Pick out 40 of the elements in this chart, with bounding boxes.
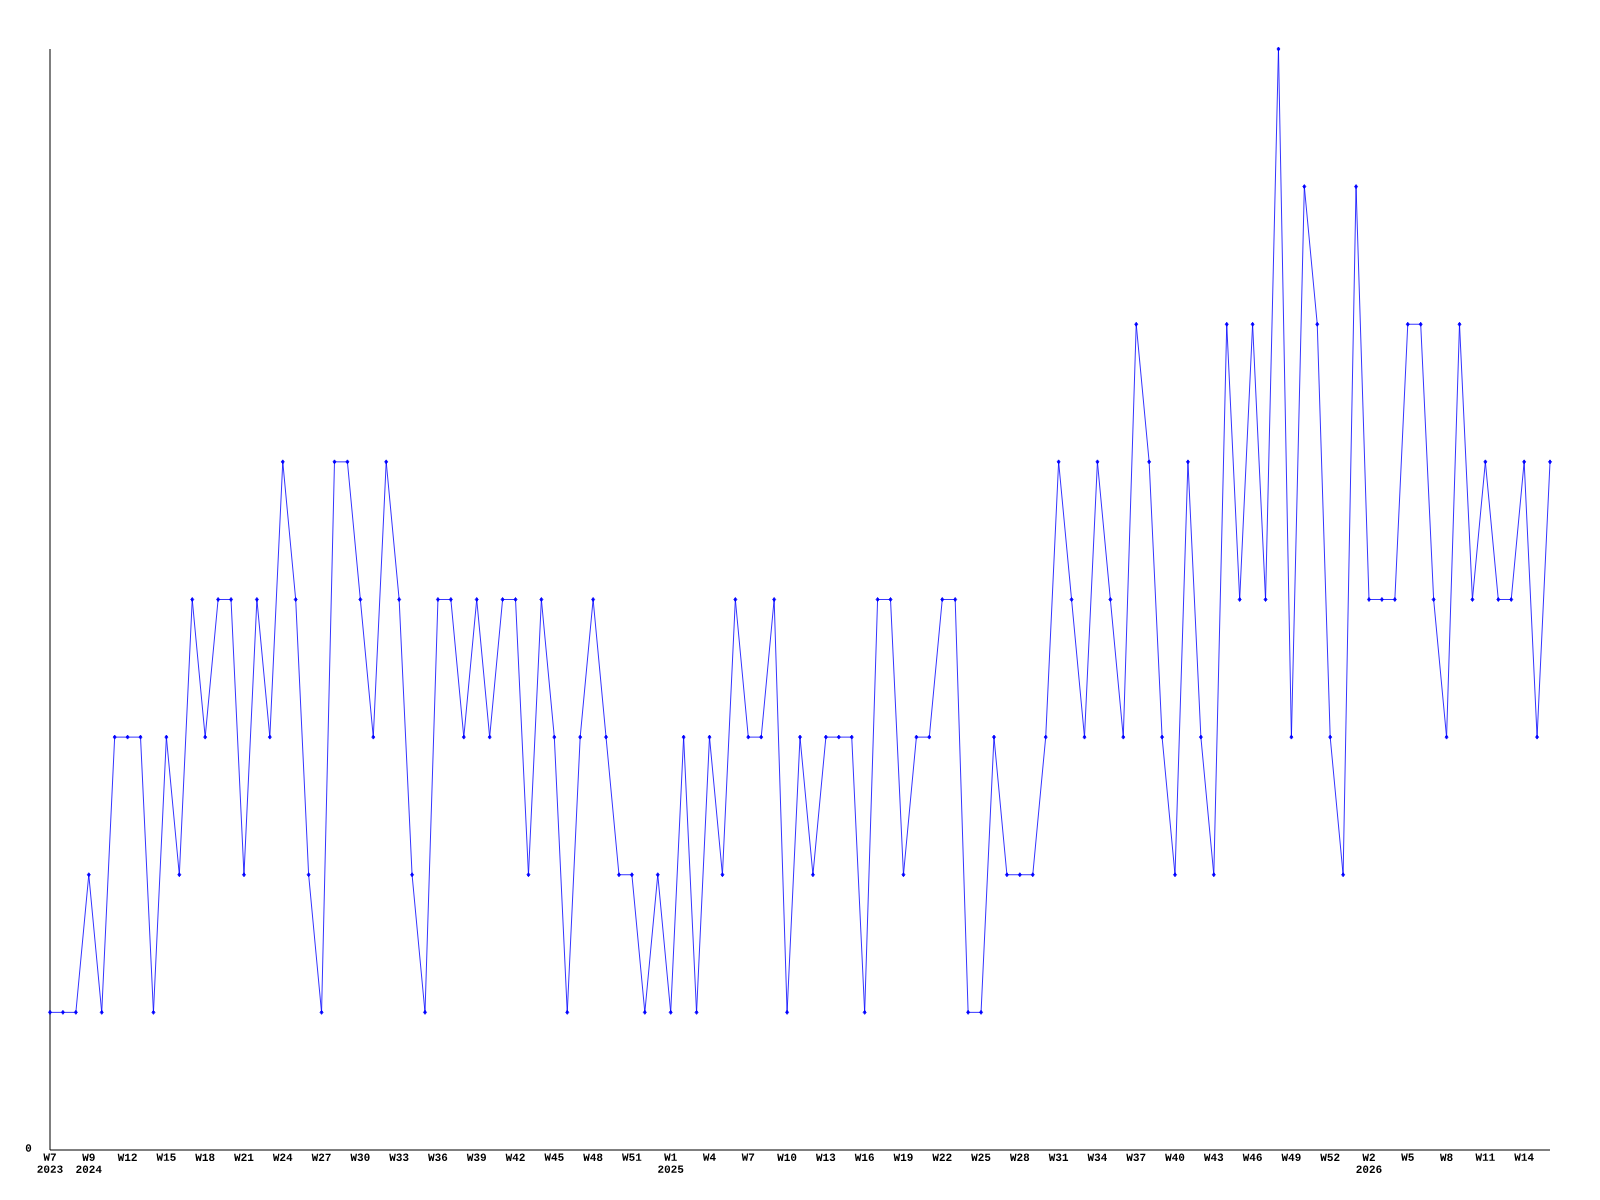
x-tick-label: W31 [1048, 1153, 1069, 1162]
x-tick-label: W36 [428, 1153, 448, 1162]
x-tick-label: W15 [156, 1153, 176, 1161]
x-tick-label: W4 [702, 1153, 716, 1161]
x-tick-label: W34 [1087, 1153, 1107, 1162]
x-tick-label: W5 [1401, 1153, 1414, 1161]
x-tick-label: W52 [1320, 1153, 1340, 1161]
x-tick-label: W18 [195, 1153, 215, 1161]
text: 0 [25, 1144, 32, 1152]
x-tick-label: W7 2023 [37, 1153, 63, 1173]
x-tick-label: W11 [1475, 1153, 1495, 1161]
x-tick-label: W7 [741, 1153, 755, 1161]
x-tick-label: W24 [272, 1153, 293, 1161]
x-tick-label: W1 2025 [658, 1153, 684, 1173]
x-tick-label: W51 [622, 1153, 642, 1161]
x-tick-label: W33 [389, 1153, 409, 1162]
x-tick-label: W28 [1009, 1153, 1030, 1161]
x-tick-label: W19 [893, 1153, 913, 1161]
x-tick-label: W8 [1439, 1153, 1453, 1161]
x-tick-label: W46 [1242, 1153, 1262, 1161]
x-tick-label: W10 [777, 1153, 797, 1161]
x-tick-label: W39 [466, 1153, 486, 1162]
x-tick-label: W25 [971, 1153, 991, 1161]
x-tick-label: W45 [544, 1153, 564, 1161]
x-tick-label: W49 [1281, 1153, 1301, 1161]
x-tick-label: W30 [350, 1153, 370, 1162]
x-tick-label: W22 [932, 1153, 952, 1161]
x-tick-label: W13 [815, 1153, 836, 1162]
x-tick-label: W9 2024 [76, 1153, 102, 1173]
x-tick-label: W2 2026 [1356, 1153, 1382, 1173]
x-tick-label: W48 [583, 1153, 603, 1161]
x-tick-label: W37 [1126, 1153, 1146, 1162]
x-tick-label: W42 [505, 1153, 525, 1161]
x-tick-label: W27 [311, 1153, 331, 1161]
x-tick-label: W14 [1514, 1153, 1534, 1161]
x-tick-label: W12 [117, 1153, 137, 1161]
x-tick-label: W40 [1165, 1153, 1185, 1161]
x-tick-label: W43 [1203, 1153, 1224, 1162]
x-tick-label: W21 [234, 1153, 254, 1161]
x-tick-label: W16 [854, 1153, 874, 1161]
